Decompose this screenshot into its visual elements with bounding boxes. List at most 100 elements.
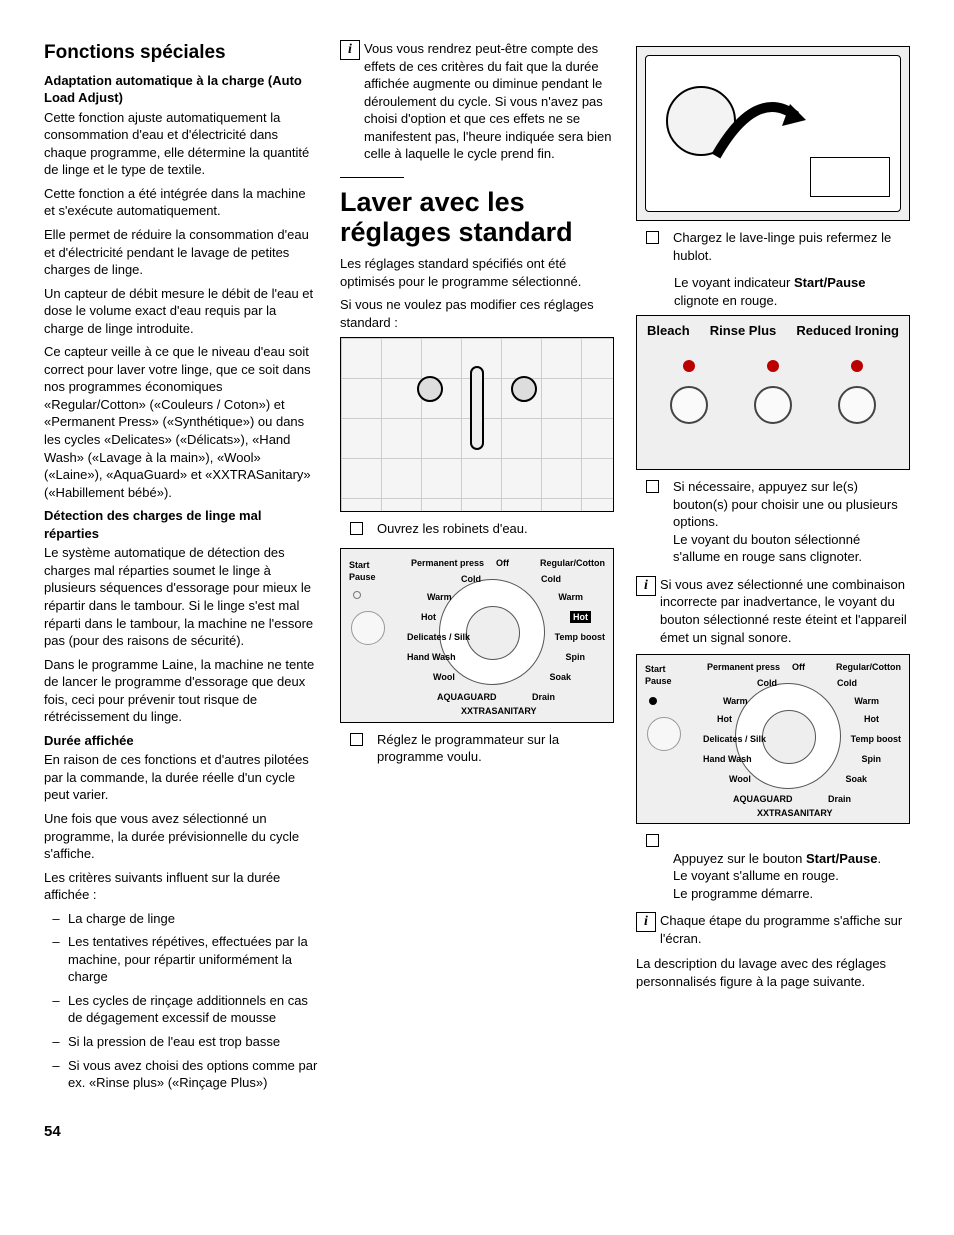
- step-text: Appuyez sur le bouton Start/Pause. Le vo…: [673, 832, 910, 902]
- checkbox-icon: [646, 834, 659, 847]
- dial-label-pause: Pause: [349, 571, 376, 583]
- step-text: Si nécessaire, appuyez sur le(s) bouton(…: [673, 478, 910, 566]
- dial-label: Off: [496, 557, 509, 569]
- dial-label: AQUAGUARD: [733, 793, 793, 805]
- illustration-dial: Start Pause Permanent press Off Regular/…: [340, 548, 614, 723]
- step-set-program: Réglez le programmateur sur la programme…: [340, 731, 614, 766]
- column-middle: i Vous vous rendrez peut-être compte des…: [340, 40, 614, 1098]
- para: La description du lavage avec des réglag…: [636, 955, 910, 990]
- dial-label: AQUAGUARD: [437, 691, 497, 703]
- subhead-autoload: Adaptation automatique à la charge (Auto…: [44, 72, 318, 107]
- dial-label: Cold: [757, 677, 777, 689]
- dial-label: XXTRASANITARY: [757, 807, 833, 819]
- step-load-washer: Chargez le lave-linge puis refermez le h…: [636, 229, 910, 264]
- dial-label: Soak: [549, 671, 571, 683]
- para: Dans le programme Laine, la machine ne t…: [44, 656, 318, 726]
- dial-label: Cold: [837, 677, 857, 689]
- dial-label: Off: [792, 661, 805, 673]
- column-left: Fonctions spéciales Adaptation automatiq…: [44, 40, 318, 1098]
- step-text: Réglez le programmateur sur la programme…: [377, 731, 614, 766]
- step-press-start: Appuyez sur le bouton Start/Pause. Le vo…: [636, 832, 910, 902]
- subhead-duration: Durée affichée: [44, 732, 318, 750]
- start-pause-button: [351, 611, 385, 645]
- illustration-faucet: [340, 337, 614, 512]
- para: Elle permet de réduire la consommation d…: [44, 226, 318, 279]
- dial-label: Spin: [566, 651, 586, 663]
- dial-label: Warm: [723, 695, 748, 707]
- para: Si vous ne voulez pas modifier ces régla…: [340, 296, 614, 331]
- checkbox-icon: [350, 522, 363, 535]
- dial-label: Cold: [461, 573, 481, 585]
- dial-label-pause: Pause: [645, 675, 672, 687]
- para: En raison de ces fonctions et d'autres p…: [44, 751, 318, 804]
- heading-special-functions: Fonctions spéciales: [44, 40, 318, 66]
- dial-label: Cold: [541, 573, 561, 585]
- page-number: 54: [44, 1122, 910, 1142]
- led-icon: [851, 360, 863, 372]
- dial-label: Hot: [570, 611, 591, 623]
- para: Cette fonction a été intégrée dans la ma…: [44, 185, 318, 220]
- led-icon: [767, 360, 779, 372]
- option-button: [754, 386, 792, 424]
- dial-label: Drain: [828, 793, 851, 805]
- list-item: La charge de linge: [68, 910, 318, 928]
- para: Les réglages standard spécifiés ont été …: [340, 255, 614, 290]
- led-icon: [649, 697, 657, 705]
- option-label-bleach: Bleach: [647, 322, 690, 340]
- dial-label: Hand Wash: [703, 753, 752, 765]
- step-text: Chargez le lave-linge puis refermez le h…: [673, 229, 910, 264]
- option-label-rinse: Rinse Plus: [710, 322, 776, 340]
- option-button: [838, 386, 876, 424]
- para: Une fois que vous avez sélectionné un pr…: [44, 810, 318, 863]
- info-icon: i: [340, 40, 360, 60]
- section-divider: [340, 177, 404, 178]
- dial-label-start: Start: [349, 559, 370, 571]
- dial-label: Hot: [864, 713, 879, 725]
- info-note: i Chaque étape du programme s'affiche su…: [636, 912, 910, 947]
- illustration-washer: [636, 46, 910, 221]
- list-item: Si la pression de l'eau est trop basse: [68, 1033, 318, 1051]
- option-button: [670, 386, 708, 424]
- info-text: Vous vous rendrez peut-être compte des e…: [364, 40, 614, 163]
- led-icon: [353, 591, 361, 599]
- info-text: Si vous avez sélectionné une combinaison…: [660, 576, 910, 646]
- illustration-dial-start: Start Pause Permanent press Off Regular/…: [636, 654, 910, 824]
- dial-label: Spin: [862, 753, 882, 765]
- dial-label: Delicates / Silk: [407, 631, 470, 643]
- checkbox-icon: [350, 733, 363, 746]
- checkbox-icon: [646, 480, 659, 493]
- dial-label: Permanent press: [411, 557, 484, 569]
- dial-label-start: Start: [645, 663, 666, 675]
- para: Les critères suivants influent sur la du…: [44, 869, 318, 904]
- list-item: Les tentatives répétives, effectuées par…: [68, 933, 318, 986]
- step-choose-options: Si nécessaire, appuyez sur le(s) bouton(…: [636, 478, 910, 566]
- info-text: Chaque étape du programme s'affiche sur …: [660, 912, 910, 947]
- heading-wash-standard: Laver avec les réglages standard: [340, 188, 614, 247]
- dial-label: Permanent press: [707, 661, 780, 673]
- indicator-note: Le voyant indicateur Start/Pause clignot…: [674, 274, 910, 309]
- dial-label: Regular/Cotton: [836, 661, 901, 673]
- para: Le système automatique de détection des …: [44, 544, 318, 649]
- info-note: i Vous vous rendrez peut-être compte des…: [340, 40, 614, 163]
- checkbox-icon: [646, 231, 659, 244]
- dial-label: Temp boost: [555, 631, 605, 643]
- dial-label: Warm: [427, 591, 452, 603]
- column-right: Chargez le lave-linge puis refermez le h…: [636, 40, 910, 1098]
- dial-label: Warm: [558, 591, 583, 603]
- dial-label: Soak: [845, 773, 867, 785]
- info-icon: i: [636, 912, 656, 932]
- dial-label: Delicates / Silk: [703, 733, 766, 745]
- led-icon: [683, 360, 695, 372]
- dial-label: Drain: [532, 691, 555, 703]
- para: Ce capteur veille à ce que le niveau d'e…: [44, 343, 318, 501]
- dial-label: Hot: [421, 611, 436, 623]
- dial-label: Temp boost: [851, 733, 901, 745]
- step-open-faucet: Ouvrez les robinets d'eau.: [340, 520, 614, 538]
- info-note: i Si vous avez sélectionné une combinais…: [636, 576, 910, 646]
- step-text: Ouvrez les robinets d'eau.: [377, 520, 614, 538]
- subhead-detection: Détection des charges de linge mal répar…: [44, 507, 318, 542]
- illustration-option-buttons: Bleach Rinse Plus Reduced Ironing: [636, 315, 910, 470]
- dial-label: Wool: [433, 671, 455, 683]
- para: Cette fonction ajuste automatiquement la…: [44, 109, 318, 179]
- dial-label: Warm: [854, 695, 879, 707]
